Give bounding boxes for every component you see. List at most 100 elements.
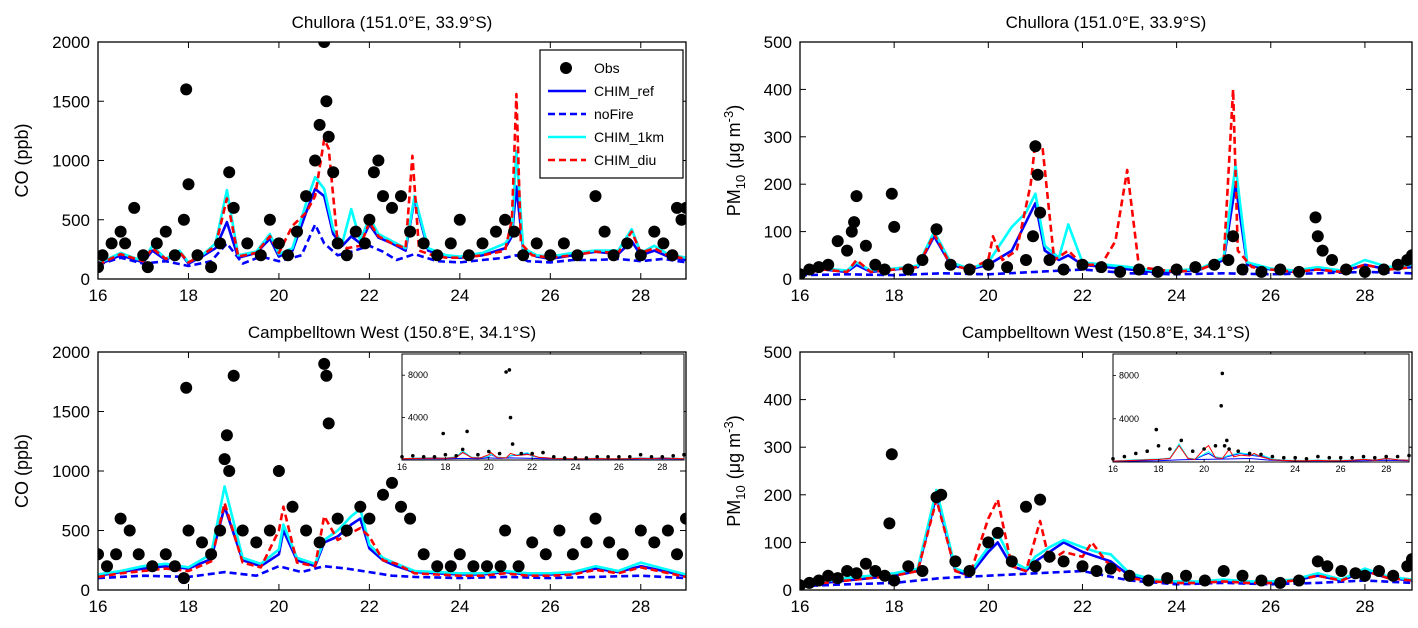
obs-point: [358, 237, 371, 250]
obs-point: [1340, 263, 1353, 276]
obs-point: [885, 448, 898, 461]
obs-point: [1133, 263, 1145, 276]
obs-point: [803, 263, 816, 276]
x-tick-label: 26: [541, 286, 560, 305]
inset-obs-point: [671, 454, 675, 458]
inset-x-tick-label: 20: [484, 462, 494, 472]
obs-point: [680, 201, 686, 214]
inset-obs-point: [400, 455, 404, 459]
obs-point: [272, 237, 285, 250]
obs-point: [1027, 230, 1039, 243]
obs-point: [180, 83, 193, 96]
obs-point: [512, 560, 525, 573]
obs-point: [1123, 569, 1136, 582]
axes-frame: [799, 351, 1413, 591]
obs-point: [182, 524, 195, 537]
inset-obs-point: [584, 456, 589, 460]
obs-point: [286, 500, 299, 513]
obs-point: [1104, 562, 1117, 575]
x-tick-label: 24: [1167, 597, 1186, 616]
panel-p2: 16 18 20 22 24 26 28 0 100 200 300 400 500 Chullora (…: [721, 13, 1413, 305]
inset-series-CHIM_diu: [1112, 444, 1410, 462]
x-tick-label: 28: [1355, 286, 1374, 305]
obs-point: [803, 576, 816, 589]
inset-obs-point: [1259, 452, 1263, 457]
obs-point: [1142, 574, 1155, 587]
obs-point: [354, 500, 367, 513]
obs-point: [1031, 168, 1044, 181]
inset-obs-point: [1122, 454, 1127, 459]
x-tick-label: 18: [179, 597, 198, 616]
plot-content: [98, 357, 686, 585]
inset-obs-point: [1213, 444, 1218, 448]
obs-point: [214, 524, 227, 537]
obs-point: [850, 190, 863, 203]
obs-point: [363, 512, 376, 525]
obs-point: [349, 225, 362, 238]
obs-point: [444, 560, 457, 573]
obs-point: [878, 263, 891, 276]
y-axis-label-sub: 10: [733, 485, 748, 499]
obs-point: [320, 369, 333, 382]
obs-point: [1391, 258, 1404, 271]
obs-point: [386, 201, 398, 214]
panel-title: Chullora (151.0°E, 33.9°S): [1006, 13, 1207, 32]
x-tick-label: 22: [360, 597, 379, 616]
obs-point: [431, 560, 444, 573]
obs-point: [1406, 553, 1412, 566]
obs-point: [1406, 249, 1412, 262]
x-tick-label: 16: [89, 597, 108, 616]
inset-obs-point: [1270, 454, 1275, 459]
x-tick-label: 24: [450, 597, 469, 616]
obs-point: [517, 249, 530, 262]
obs-point: [263, 524, 276, 537]
y-axis-label-main: CO (ppb): [12, 434, 32, 508]
legend-label-CHIM_ref: CHIM_ref: [594, 83, 654, 99]
y-tick-label: 300: [764, 128, 792, 147]
inset-obs-point: [617, 455, 621, 459]
obs-point: [340, 249, 353, 262]
plot-content: [800, 448, 1412, 590]
obs-point: [313, 536, 326, 549]
obs-point: [462, 249, 475, 262]
x-tick-label: 26: [1261, 286, 1280, 305]
obs-point: [648, 225, 661, 238]
inset-obs-point: [1154, 427, 1159, 432]
obs-point: [1321, 560, 1334, 573]
y-tick-label: 2000: [52, 33, 90, 52]
obs-point: [935, 488, 948, 501]
obs-point: [1020, 254, 1032, 266]
obs-point: [1316, 244, 1329, 257]
inset-x-tick-label: 22: [1245, 464, 1255, 474]
obs-point: [1236, 263, 1249, 276]
obs-point: [250, 536, 263, 549]
inset-x-tick-label: 24: [571, 462, 581, 472]
obs-point: [634, 249, 647, 262]
obs-point: [128, 201, 141, 214]
x-tick-label: 28: [1355, 597, 1374, 616]
x-tick-label: 22: [360, 286, 379, 305]
inset-obs-point: [628, 455, 632, 459]
obs-point: [1293, 265, 1305, 278]
inset-obs-point: [1304, 457, 1309, 461]
inset-y-tick-label: 8000: [1119, 371, 1139, 381]
y-axis-label: CO (ppb): [12, 434, 32, 508]
inset-obs-point: [1156, 444, 1161, 448]
obs-point: [1309, 211, 1322, 224]
y-tick-label: 100: [764, 533, 792, 552]
obs-point: [196, 536, 208, 549]
obs-point: [539, 548, 552, 561]
obs-point: [1029, 560, 1042, 573]
obs-point: [553, 524, 566, 537]
obs-point: [177, 572, 190, 585]
obs-point: [1057, 555, 1070, 568]
panel-p1: 16 18 20 22 24 26 28 0 500 1000 1500 2000 Chullora (…: [12, 13, 687, 305]
series-line-noFire: [800, 569, 1412, 588]
obs-point: [902, 263, 915, 276]
inset-x-tick-label: 16: [397, 462, 407, 472]
inset-obs-point: [1134, 451, 1138, 456]
obs-point: [1095, 261, 1108, 274]
panel-p4: 16 18 20 22 24 26 28 0 100 200 300 400 500 Campbellto…: [721, 323, 1413, 616]
obs-point: [223, 166, 236, 179]
x-tick-label: 16: [791, 597, 810, 616]
